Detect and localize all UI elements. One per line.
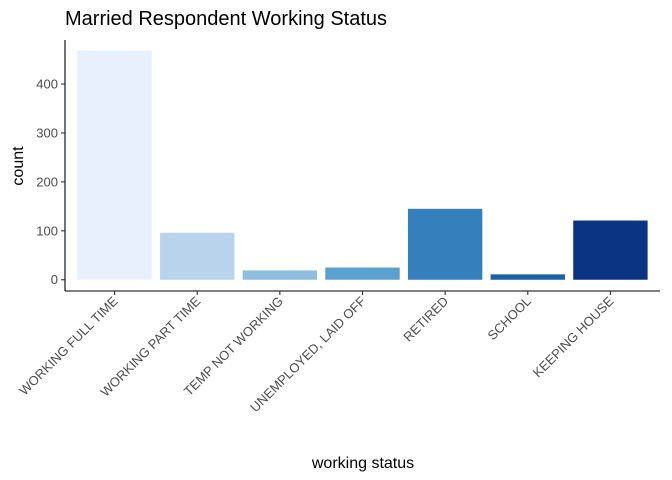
bar-retired xyxy=(407,208,483,280)
y-axis: 0 100 200 300 400 xyxy=(36,40,66,291)
bar-school xyxy=(490,274,565,280)
x-tick-label: RETIRED xyxy=(400,294,451,345)
bar-keeping-house xyxy=(573,220,648,280)
y-tick-label: 200 xyxy=(36,174,58,189)
y-tick-label: 100 xyxy=(36,223,58,238)
x-tick-label: SCHOOL xyxy=(484,294,533,343)
bar-working-full-time xyxy=(77,50,152,280)
bars-group xyxy=(77,50,648,280)
chart-title: Married Respondent Working Status xyxy=(65,8,387,30)
bar-unemployed-laid-off xyxy=(325,267,400,280)
y-tick-label: 0 xyxy=(51,272,58,287)
y-axis-title: count xyxy=(10,146,27,186)
x-tick-label: KEEPING HOUSE xyxy=(530,293,617,380)
y-tick-label: 300 xyxy=(36,125,58,140)
x-axis-title: working status xyxy=(311,455,414,472)
y-tick-label: 400 xyxy=(36,77,58,92)
bar-temp-not-working xyxy=(242,270,318,280)
bar-working-part-time xyxy=(160,232,235,280)
